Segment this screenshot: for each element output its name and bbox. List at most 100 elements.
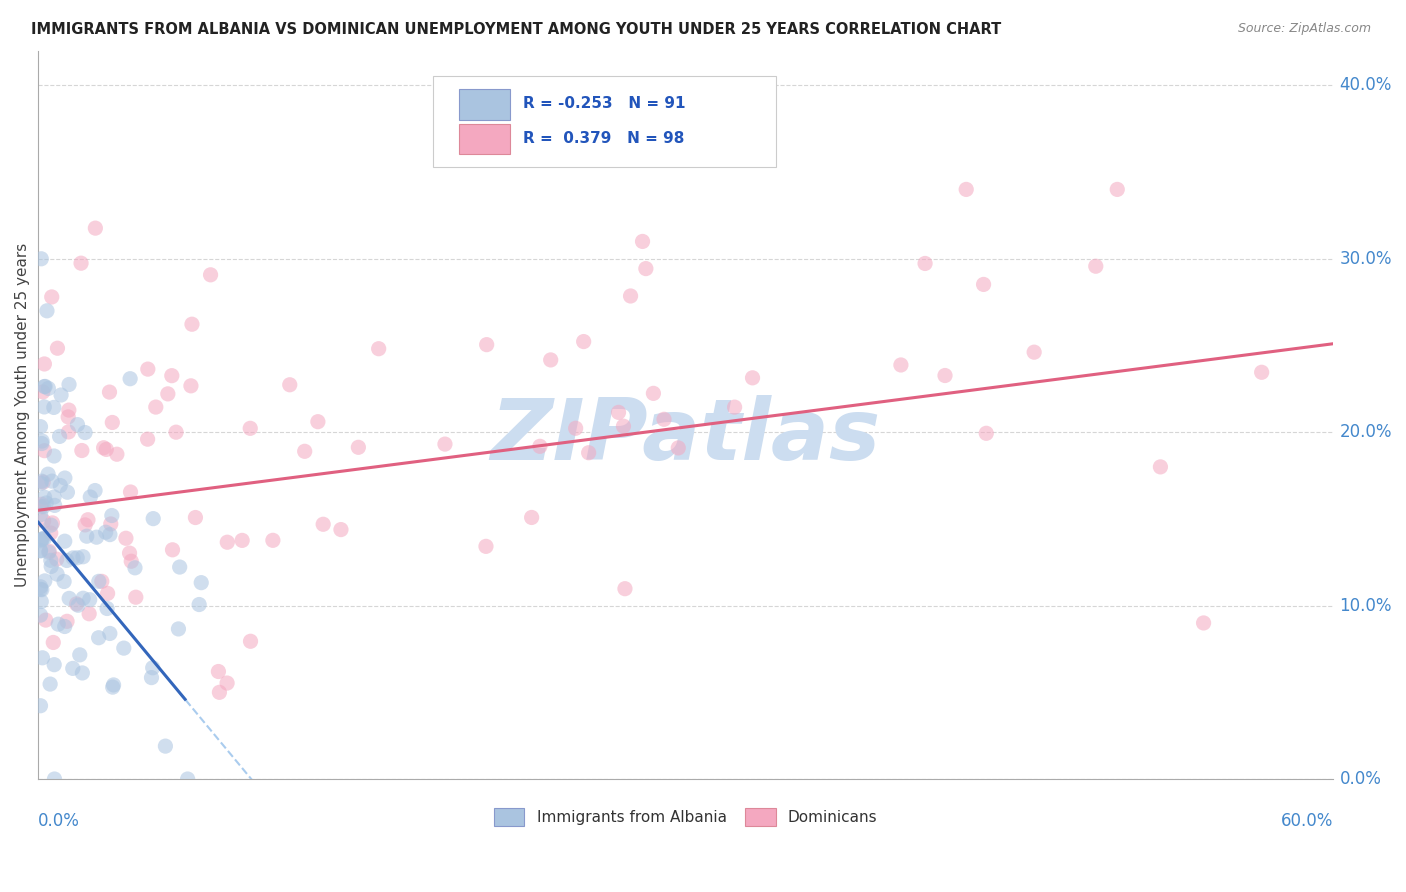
Point: [136, 432, 159, 446]
Point: [124, 561, 146, 575]
Point: [101, 508, 124, 523]
Point: [475, 337, 498, 351]
Point: [105, 447, 128, 461]
Text: 30.0%: 30.0%: [1340, 250, 1392, 268]
Point: [30, 533, 52, 548]
Point: [42, 635, 65, 649]
Point: [184, 510, 207, 524]
Point: [1250, 365, 1272, 379]
Point: [278, 377, 301, 392]
Point: [77, 607, 100, 621]
Point: [540, 352, 562, 367]
Point: [31, 650, 53, 665]
Point: [156, 387, 179, 401]
Point: [934, 368, 956, 383]
Point: [98, 626, 121, 640]
Point: [167, 622, 190, 636]
Point: [56, 485, 79, 500]
Point: [34, 357, 56, 371]
Point: [165, 425, 187, 440]
Point: [30, 580, 52, 594]
Point: [207, 665, 229, 679]
Point: [136, 362, 159, 376]
Point: [98, 385, 121, 400]
Point: [42, 449, 65, 463]
Point: [72, 591, 94, 606]
Point: [1192, 615, 1215, 630]
Point: [96, 442, 118, 457]
Point: [262, 533, 284, 548]
Point: [652, 412, 675, 426]
Text: 20.0%: 20.0%: [1340, 423, 1392, 442]
Point: [98, 527, 121, 541]
Point: [41, 516, 63, 530]
Point: [120, 372, 142, 386]
Point: [31, 582, 53, 597]
Point: [31, 436, 53, 450]
Point: [56, 553, 79, 567]
Point: [70, 256, 93, 270]
Point: [35, 613, 58, 627]
Point: [30, 608, 52, 623]
Point: [34, 491, 56, 505]
Point: [37, 467, 59, 482]
Point: [30, 252, 52, 266]
Point: [155, 739, 177, 753]
Point: [84, 483, 107, 498]
Point: [30, 476, 52, 491]
Point: [974, 426, 997, 441]
Point: [1084, 259, 1107, 273]
Point: [100, 516, 122, 531]
Text: 0.0%: 0.0%: [38, 812, 80, 830]
Point: [67, 599, 90, 613]
Point: [217, 535, 239, 549]
Point: [44, 772, 66, 786]
Point: [49, 388, 72, 402]
Point: [612, 419, 634, 434]
Point: [39, 677, 62, 691]
Point: [53, 534, 76, 549]
Point: [118, 546, 141, 560]
Point: [307, 415, 329, 429]
Text: Source: ZipAtlas.com: Source: ZipAtlas.com: [1237, 22, 1371, 36]
FancyBboxPatch shape: [460, 123, 509, 154]
Point: [53, 619, 76, 633]
Point: [631, 235, 654, 249]
Point: [145, 400, 167, 414]
Text: R =  0.379   N = 98: R = 0.379 N = 98: [523, 130, 683, 145]
Point: [31, 474, 53, 488]
Point: [142, 511, 165, 525]
Point: [190, 575, 212, 590]
Point: [37, 381, 59, 395]
Point: [93, 441, 115, 455]
Point: [613, 582, 636, 596]
Point: [94, 525, 117, 540]
Point: [39, 553, 62, 567]
Point: [48, 429, 70, 443]
Text: 0.0%: 0.0%: [1340, 770, 1382, 788]
Point: [76, 529, 98, 543]
Text: 60.0%: 60.0%: [1281, 812, 1333, 830]
Point: [578, 446, 600, 460]
Point: [619, 289, 641, 303]
Point: [32, 514, 55, 528]
Point: [101, 416, 124, 430]
Point: [38, 544, 60, 558]
Point: [239, 421, 262, 435]
Point: [112, 641, 135, 656]
Text: 10.0%: 10.0%: [1340, 597, 1392, 615]
Point: [160, 368, 183, 383]
Point: [31, 384, 53, 399]
Point: [77, 513, 100, 527]
Point: [34, 443, 56, 458]
Point: [176, 772, 198, 786]
Point: [101, 680, 124, 694]
Point: [87, 574, 110, 589]
Point: [973, 277, 995, 292]
Point: [1107, 182, 1129, 196]
Point: [39, 518, 62, 533]
Text: R = -0.253   N = 91: R = -0.253 N = 91: [523, 96, 685, 112]
Point: [30, 582, 52, 597]
Point: [312, 517, 335, 532]
Point: [31, 533, 53, 547]
